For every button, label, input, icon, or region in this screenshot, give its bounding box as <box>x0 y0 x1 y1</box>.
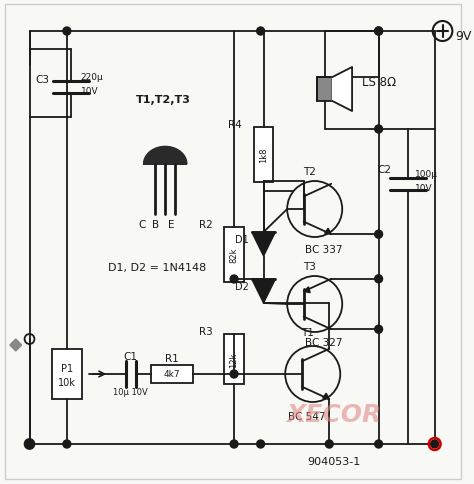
Text: 10k: 10k <box>58 377 76 387</box>
Text: R4: R4 <box>228 120 242 130</box>
Text: BC 337: BC 337 <box>305 244 342 255</box>
Text: 10V: 10V <box>415 184 433 193</box>
Circle shape <box>257 28 264 36</box>
Circle shape <box>63 28 71 36</box>
FancyBboxPatch shape <box>224 227 244 282</box>
Circle shape <box>374 231 383 239</box>
Text: BC 547: BC 547 <box>288 411 326 421</box>
Text: 12k: 12k <box>229 351 238 367</box>
Text: T1: T1 <box>301 327 314 337</box>
Text: E: E <box>168 220 174 229</box>
Text: R1: R1 <box>165 353 179 363</box>
Polygon shape <box>325 229 331 235</box>
FancyBboxPatch shape <box>224 334 244 384</box>
FancyBboxPatch shape <box>254 127 273 182</box>
Polygon shape <box>323 393 329 399</box>
Text: T2: T2 <box>303 166 316 177</box>
Circle shape <box>374 440 383 448</box>
Circle shape <box>374 275 383 283</box>
FancyBboxPatch shape <box>317 78 332 102</box>
Text: BC 327: BC 327 <box>305 337 342 348</box>
Text: 4k7: 4k7 <box>164 370 181 378</box>
Text: T1,T2,T3: T1,T2,T3 <box>136 95 191 105</box>
Circle shape <box>325 440 333 448</box>
Circle shape <box>26 440 34 448</box>
Text: P1: P1 <box>61 363 73 373</box>
Polygon shape <box>304 287 310 293</box>
Text: R2: R2 <box>199 220 212 229</box>
Polygon shape <box>252 232 275 257</box>
Text: T3: T3 <box>303 261 316 272</box>
Text: R3: R3 <box>199 326 212 336</box>
Circle shape <box>257 440 264 448</box>
Circle shape <box>230 370 238 378</box>
Text: C1: C1 <box>124 351 138 361</box>
Circle shape <box>230 440 238 448</box>
FancyBboxPatch shape <box>5 5 461 479</box>
Circle shape <box>374 28 383 36</box>
Text: 9V: 9V <box>456 30 472 43</box>
Text: D1: D1 <box>235 235 249 244</box>
Circle shape <box>374 326 383 333</box>
Text: 10V: 10V <box>81 86 98 95</box>
Circle shape <box>374 28 383 36</box>
Text: D2: D2 <box>235 281 249 291</box>
Text: XECOR: XECOR <box>287 402 382 426</box>
Polygon shape <box>332 68 352 112</box>
Text: C2: C2 <box>377 165 392 175</box>
Text: 100μ: 100μ <box>415 170 438 179</box>
Text: 1k8: 1k8 <box>259 147 268 163</box>
Circle shape <box>63 440 71 448</box>
Polygon shape <box>252 279 275 303</box>
Text: B: B <box>152 220 159 229</box>
Text: C3: C3 <box>35 75 49 85</box>
Text: 220μ: 220μ <box>81 74 103 82</box>
FancyBboxPatch shape <box>52 349 82 399</box>
Text: C: C <box>138 220 146 229</box>
Circle shape <box>431 440 438 448</box>
Polygon shape <box>10 339 22 351</box>
FancyBboxPatch shape <box>152 365 193 383</box>
Text: 10μ 10V: 10μ 10V <box>113 388 148 397</box>
Circle shape <box>230 275 238 284</box>
Text: 904053-1: 904053-1 <box>308 456 361 466</box>
Text: LS 8Ω: LS 8Ω <box>362 76 396 88</box>
Polygon shape <box>144 147 187 165</box>
Circle shape <box>374 126 383 134</box>
Text: 82k: 82k <box>229 247 238 262</box>
Text: D1, D2 = 1N4148: D1, D2 = 1N4148 <box>108 262 207 272</box>
